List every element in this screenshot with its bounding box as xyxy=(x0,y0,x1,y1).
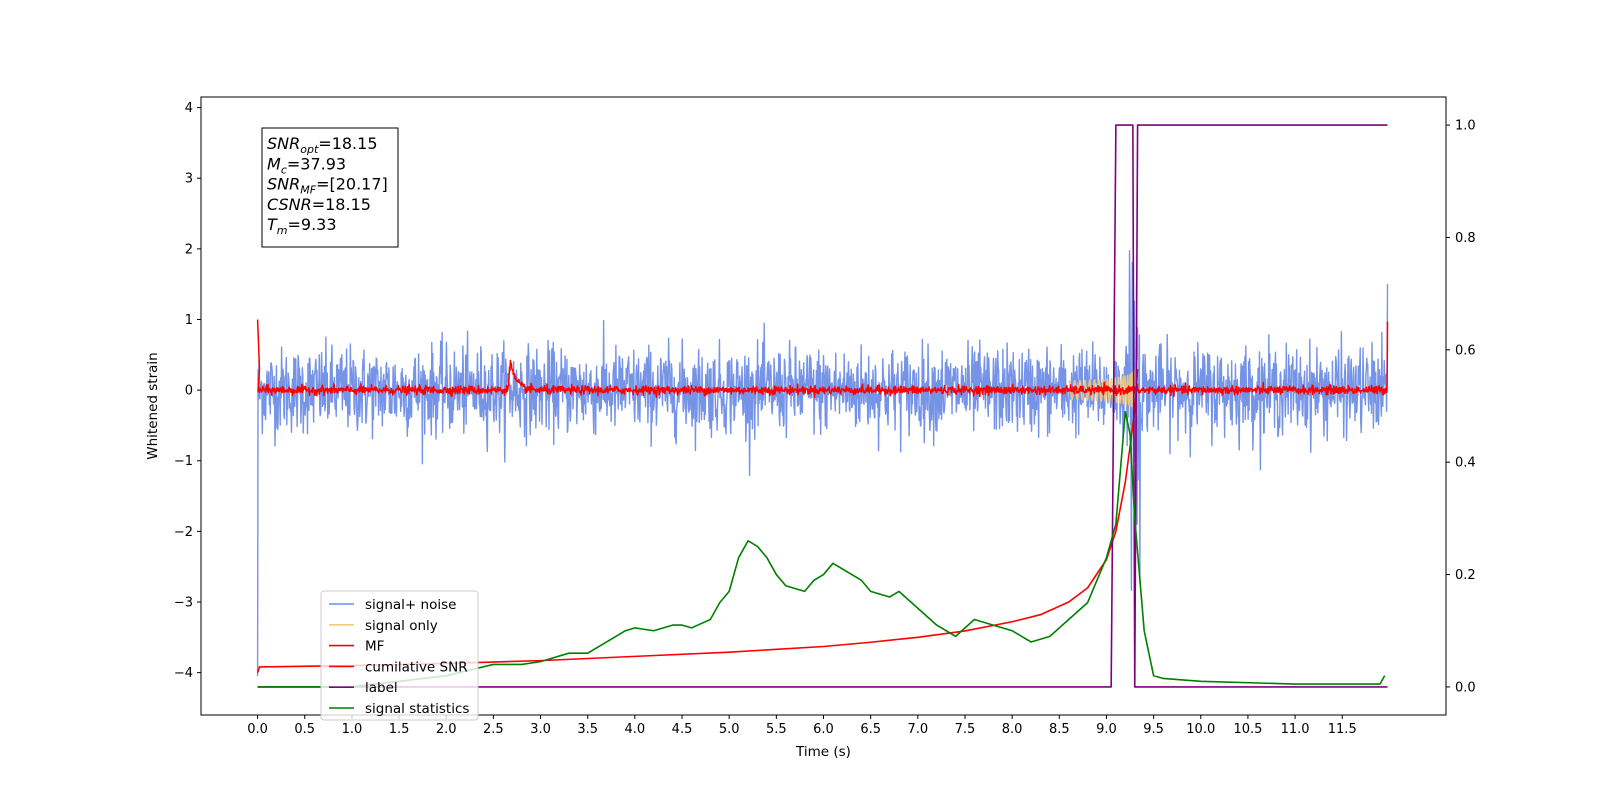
annotation-line: SNRMF=[20.17] xyxy=(267,175,388,197)
x-axis-label: Time (s) xyxy=(795,744,851,760)
y2-tick-label: 0.2 xyxy=(1455,568,1476,583)
x-axis: 0.0 0.5 1.0 1.5 2.0 2.5 3.0 3.5 4.0 4.5 5.0 5.5 6.0 6… xyxy=(247,715,1357,737)
y-tick-label: −3 xyxy=(174,595,193,610)
x-tick-label: 7.0 xyxy=(907,722,928,737)
y-tick-label: −1 xyxy=(174,454,193,469)
legend-label: cumilative SNR xyxy=(365,659,468,675)
legend-label: label xyxy=(365,680,398,696)
signal-statistics-series xyxy=(257,410,1386,688)
legend: signal+ noise signal only MF cumilative SNR… xyxy=(320,590,479,721)
x-tick-label: 2.0 xyxy=(436,722,457,737)
y2-tick-label: 0.8 xyxy=(1455,231,1476,246)
legend-label: signal only xyxy=(365,618,438,634)
x-tick-label: 9.0 xyxy=(1096,722,1117,737)
y-tick-label: −4 xyxy=(174,666,193,681)
x-tick-label: 6.0 xyxy=(813,722,834,737)
y-tick-label: 3 xyxy=(185,172,193,187)
x-tick-label: 11.5 xyxy=(1328,722,1357,737)
x-tick-label: 5.0 xyxy=(719,722,740,737)
y-tick-label: 4 xyxy=(185,101,193,116)
x-tick-label: 4.5 xyxy=(672,722,693,737)
legend-label: signal+ noise xyxy=(365,597,456,613)
x-tick-label: 0.5 xyxy=(294,722,315,737)
annotation-line: Mc=37.93 xyxy=(267,154,346,176)
x-tick-label: 3.0 xyxy=(530,722,551,737)
y-tick-label: 1 xyxy=(185,313,193,328)
x-tick-label: 2.5 xyxy=(483,722,504,737)
y2-tick-label: 0.6 xyxy=(1455,343,1476,358)
mf-series xyxy=(256,319,1389,399)
y-axis-label: Whitened strain xyxy=(145,352,161,459)
y2-tick-label: 1.0 xyxy=(1455,119,1476,134)
y2-tick-label: 0.4 xyxy=(1455,456,1476,471)
x-tick-label: 9.5 xyxy=(1143,722,1164,737)
x-tick-label: 3.5 xyxy=(577,722,598,737)
annotation-line: Tm=9.33 xyxy=(267,215,337,237)
stats-annotation-box: SNRopt=18.15Mc=37.93SNRMF=[20.17]CSNR=18… xyxy=(261,127,399,248)
annotation-line: CSNR=18.15 xyxy=(267,195,371,214)
legend-label: signal statistics xyxy=(365,701,469,717)
y-axis-left: −4 −3 −2 −1 0 1 2 3 4 xyxy=(174,101,201,681)
label-series xyxy=(1133,124,1388,687)
annotation-line: SNRopt=18.15 xyxy=(267,134,378,156)
x-tick-label: 1.5 xyxy=(389,722,410,737)
x-tick-label: 10.5 xyxy=(1233,722,1262,737)
legend-frame xyxy=(320,590,479,721)
x-tick-label: 8.5 xyxy=(1049,722,1070,737)
legend-label: MF xyxy=(365,639,384,655)
x-tick-label: 1.0 xyxy=(342,722,363,737)
y-tick-label: −2 xyxy=(174,525,193,540)
x-tick-label: 4.0 xyxy=(625,722,646,737)
x-tick-label: 10.0 xyxy=(1186,722,1215,737)
y-tick-label: 2 xyxy=(185,242,193,257)
label-series xyxy=(257,124,1388,688)
x-tick-label: 0.0 xyxy=(247,722,268,737)
annotation-frame xyxy=(261,127,399,248)
y-tick-label: 0 xyxy=(185,384,193,399)
x-tick-label: 6.5 xyxy=(860,722,881,737)
x-tick-label: 7.5 xyxy=(955,722,976,737)
y-axis-right: 0.0 0.2 0.4 0.6 0.8 1.0 xyxy=(1446,119,1476,695)
x-tick-label: 5.5 xyxy=(766,722,787,737)
y2-tick-label: 0.0 xyxy=(1455,680,1476,695)
x-tick-label: 11.0 xyxy=(1281,722,1310,737)
x-tick-label: 8.0 xyxy=(1002,722,1023,737)
